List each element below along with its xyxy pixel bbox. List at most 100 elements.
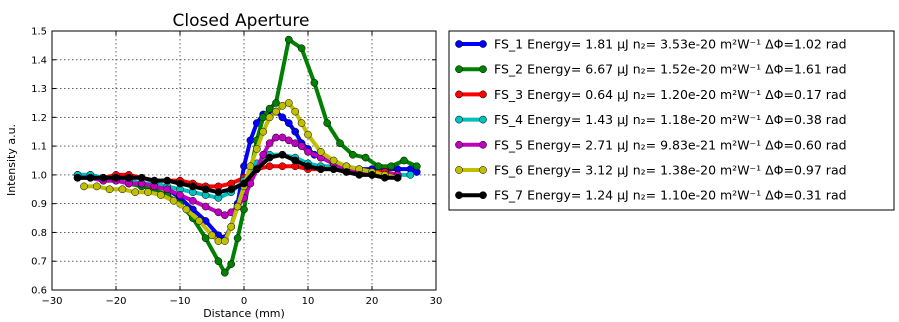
legend-label: FS_7 Energy= 1.24 μJ n₂= 1.10e-20 m²W⁻¹ … xyxy=(494,188,847,203)
data-point xyxy=(316,165,325,173)
legend-entry: FS_7 Energy= 1.24 μJ n₂= 1.10e-20 m²W⁻¹ … xyxy=(455,188,847,203)
data-point xyxy=(412,162,421,171)
data-point xyxy=(374,162,383,171)
data-point xyxy=(201,185,210,194)
data-point xyxy=(144,188,152,197)
data-point xyxy=(291,156,300,165)
data-point xyxy=(400,156,408,165)
legend: FS_1 Energy= 1.81 μJ n₂= 3.53e-20 m²W⁻¹ … xyxy=(448,30,895,211)
x-tick-label: 20 xyxy=(366,296,379,307)
data-point xyxy=(348,150,357,159)
data-point xyxy=(169,196,178,205)
data-point xyxy=(336,139,344,148)
data-point xyxy=(220,268,229,277)
data-point xyxy=(278,113,287,122)
x-tick-label: 30 xyxy=(430,296,443,307)
legend-marker xyxy=(479,90,487,99)
legend-entry: FS_5 Energy= 2.71 μJ n₂= 9.83e-21 m²W⁻¹ … xyxy=(455,137,847,152)
data-point xyxy=(272,133,280,142)
data-point xyxy=(329,165,338,173)
legend-marker xyxy=(479,166,487,174)
y-tick-label: 0.7 xyxy=(31,257,47,268)
legend-entry: FS_2 Energy= 6.67 μJ n₂= 1.52e-20 m²W⁻¹ … xyxy=(455,62,847,77)
data-point xyxy=(278,133,287,142)
data-point xyxy=(393,173,402,182)
legend-frame xyxy=(448,30,895,211)
data-point xyxy=(201,202,210,211)
data-point xyxy=(252,165,261,173)
data-point xyxy=(304,148,312,156)
data-point xyxy=(188,182,197,191)
data-point xyxy=(406,171,415,179)
legend-marker xyxy=(455,191,463,200)
data-point xyxy=(259,113,268,122)
legend-label: FS_1 Energy= 1.81 μJ n₂= 3.53e-20 m²W⁻¹ … xyxy=(494,37,847,52)
data-point xyxy=(105,185,114,194)
data-point xyxy=(150,176,159,185)
chart-title: Closed Aperture xyxy=(173,11,310,31)
data-point xyxy=(310,78,319,87)
data-point xyxy=(246,162,255,171)
legend-marker xyxy=(479,191,487,200)
data-point xyxy=(284,99,293,107)
data-point xyxy=(272,107,280,116)
data-point xyxy=(316,148,325,156)
data-point xyxy=(380,173,389,182)
data-point xyxy=(214,237,223,245)
data-point xyxy=(112,173,120,182)
y-tick-label: 1.3 xyxy=(31,84,47,95)
data-point xyxy=(291,107,300,116)
legend-marker xyxy=(455,90,463,99)
data-point xyxy=(278,162,287,171)
data-point xyxy=(329,156,338,165)
y-tick-label: 1.4 xyxy=(31,55,47,66)
data-point xyxy=(214,208,223,217)
y-tick-label: 0.6 xyxy=(31,286,47,297)
data-point xyxy=(182,205,191,214)
data-point xyxy=(272,99,280,107)
data-point xyxy=(297,142,306,150)
data-point xyxy=(227,222,236,231)
legend-marker xyxy=(455,166,463,174)
data-point xyxy=(137,173,146,182)
data-point xyxy=(163,176,172,185)
data-point xyxy=(265,139,274,148)
data-point xyxy=(265,153,274,162)
data-point xyxy=(284,119,293,127)
legend-entry: FS_1 Energy= 1.81 μJ n₂= 3.53e-20 m²W⁻¹ … xyxy=(455,37,847,52)
data-point xyxy=(387,162,396,171)
legend-label: FS_6 Energy= 3.12 μJ n₂= 1.38e-20 m²W⁻¹ … xyxy=(494,163,847,178)
y-tick-label: 0.9 xyxy=(31,199,47,210)
y-tick-label: 0.8 xyxy=(31,228,47,239)
legend-marker xyxy=(479,65,487,74)
data-point xyxy=(252,145,261,153)
data-point xyxy=(124,173,133,182)
legend-marker xyxy=(455,115,463,124)
x-tick-label: 10 xyxy=(302,296,315,307)
data-point xyxy=(304,162,312,171)
y-tick-label: 1.1 xyxy=(31,142,47,153)
data-point xyxy=(304,130,312,139)
data-point xyxy=(86,173,95,182)
data-point xyxy=(220,237,229,245)
data-point xyxy=(284,136,293,145)
data-point xyxy=(176,191,184,199)
series-6 xyxy=(80,99,402,245)
x-tick-label: 0 xyxy=(241,296,247,307)
legend-label: FS_5 Energy= 2.71 μJ n₂= 9.83e-21 m²W⁻¹ … xyxy=(494,137,847,152)
y-axis-label: Intensity a.u. xyxy=(5,124,18,196)
legend-entry: FS_3 Energy= 0.64 μJ n₂= 1.20e-20 m²W⁻¹ … xyxy=(455,87,847,102)
legend-label: FS_3 Energy= 0.64 μJ n₂= 1.20e-20 m²W⁻¹ … xyxy=(494,87,847,102)
legend-entry: FS_4 Energy= 1.43 μJ n₂= 1.18e-20 m²W⁻¹ … xyxy=(455,112,847,127)
data-point xyxy=(240,179,248,188)
legend-marker xyxy=(479,140,487,149)
data-point xyxy=(118,185,127,194)
data-point xyxy=(297,119,306,127)
data-point xyxy=(284,35,293,44)
data-point xyxy=(259,150,268,159)
data-point xyxy=(92,182,101,191)
data-point xyxy=(259,127,268,136)
series-layer xyxy=(73,35,421,277)
data-point xyxy=(214,188,223,197)
